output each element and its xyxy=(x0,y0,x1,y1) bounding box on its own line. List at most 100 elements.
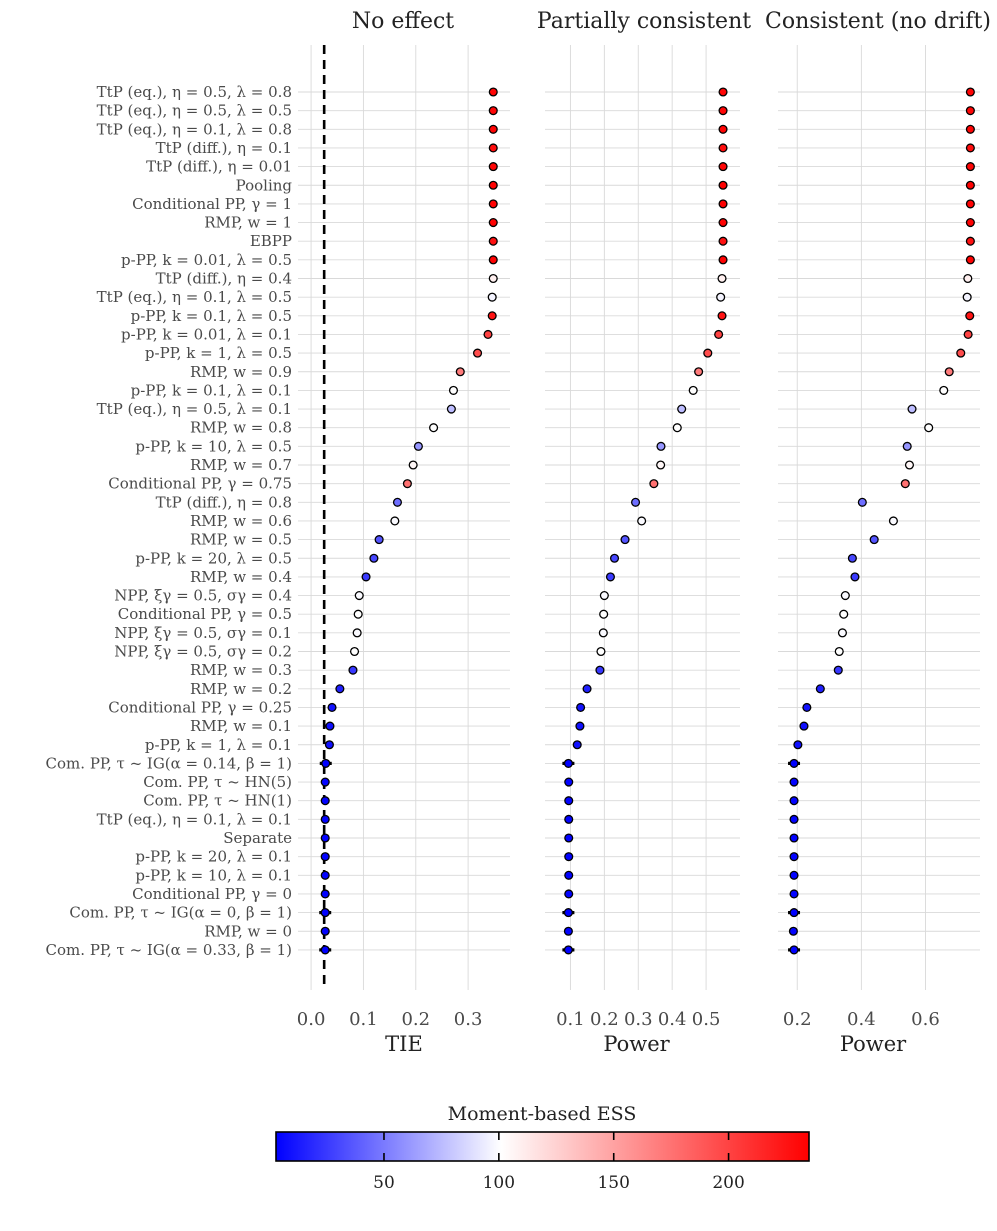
data-point xyxy=(656,460,666,470)
method-label: RMP, w = 0.8 xyxy=(190,419,292,437)
method-label: p-PP, k = 1, λ = 0.1 xyxy=(145,736,292,754)
data-point xyxy=(321,758,331,768)
method-label: RMP, w = 0.6 xyxy=(190,512,292,530)
data-point xyxy=(429,423,439,433)
data-point xyxy=(488,143,498,153)
data-point xyxy=(799,721,809,731)
data-point xyxy=(320,833,330,843)
method-label: TtP (diff.), η = 0.4 xyxy=(156,270,292,288)
data-point xyxy=(788,926,798,936)
data-point xyxy=(837,628,847,638)
method-label: p-PP, k = 0.01, λ = 0.5 xyxy=(121,251,292,269)
panel-no-effect: 0.0 0.1 0.2 0.3 TIE No effect xyxy=(297,9,510,1056)
data-point xyxy=(963,273,973,284)
data-point xyxy=(789,796,799,806)
data-point xyxy=(582,684,592,694)
data-point xyxy=(488,218,498,228)
data-point xyxy=(609,553,620,563)
data-point xyxy=(656,441,666,451)
data-point xyxy=(965,311,975,321)
method-label: p-PP, k = 10, λ = 0.1 xyxy=(135,866,292,884)
method-label: RMP, w = 0.1 xyxy=(190,717,292,735)
data-point xyxy=(488,106,498,116)
data-point xyxy=(488,162,498,172)
x-tick-label: 0.2 xyxy=(401,1009,430,1030)
method-label: TtP (eq.), η = 0.5, λ = 0.5 xyxy=(97,102,292,120)
method-label: Com. PP, τ ~ IG(α = 0.33, β = 1) xyxy=(46,941,292,959)
data-point xyxy=(789,833,799,843)
method-label: p-PP, k = 0.1, λ = 0.1 xyxy=(131,381,292,399)
data-point xyxy=(595,665,605,675)
method-label: Pooling xyxy=(236,176,293,194)
method-label: RMP, w = 0.9 xyxy=(190,363,292,381)
data-point xyxy=(833,665,843,675)
method-label: Com. PP, τ ~ HN(1) xyxy=(143,792,292,810)
data-point xyxy=(488,236,498,246)
data-point xyxy=(472,348,483,358)
data-point xyxy=(361,572,371,582)
x-tick-label: 0.4 xyxy=(658,1009,687,1030)
data-point xyxy=(965,162,975,172)
x-tick-label: 0.2 xyxy=(783,1009,812,1030)
data-point xyxy=(349,646,360,657)
data-point xyxy=(857,497,867,507)
data-point xyxy=(965,180,975,190)
data-point xyxy=(446,404,456,414)
data-point xyxy=(488,273,498,284)
data-point xyxy=(320,889,330,899)
panel-title: No effect xyxy=(352,9,454,34)
data-point xyxy=(850,572,860,582)
data-point xyxy=(575,721,585,731)
data-point xyxy=(564,796,574,806)
data-point xyxy=(963,329,973,340)
data-point xyxy=(324,740,334,750)
data-point xyxy=(564,870,574,880)
data-point xyxy=(649,479,659,489)
x-tick-label: 0.4 xyxy=(847,1009,876,1030)
data-point xyxy=(637,516,647,526)
data-point xyxy=(847,553,857,563)
data-point xyxy=(965,255,975,265)
method-label: Separate xyxy=(223,829,292,847)
panel-title: Consistent (no drift) xyxy=(765,9,991,34)
data-point xyxy=(939,385,949,395)
data-point xyxy=(327,702,337,712)
x-axis-label: Power xyxy=(603,1032,670,1056)
method-label: RMP, w = 0.2 xyxy=(190,680,292,698)
data-point xyxy=(718,199,728,209)
data-point xyxy=(563,758,573,768)
data-point xyxy=(320,777,330,787)
data-point xyxy=(718,87,728,97)
data-point xyxy=(834,646,844,657)
method-label: NPP, ξγ = 0.5, σγ = 0.4 xyxy=(114,587,292,605)
method-label: Conditional PP, γ = 0.25 xyxy=(108,698,292,716)
method-label: Conditional PP, γ = 0.75 xyxy=(108,475,292,493)
method-label: p-PP, k = 1, λ = 0.5 xyxy=(145,344,292,362)
method-label: RMP, w = 0.3 xyxy=(190,661,292,679)
data-point xyxy=(488,199,498,209)
x-tick-label: 0.1 xyxy=(349,1009,378,1030)
method-label: p-PP, k = 20, λ = 0.5 xyxy=(135,549,292,567)
data-point xyxy=(374,535,384,545)
data-point xyxy=(902,441,912,451)
x-axis-label: TIE xyxy=(385,1032,423,1056)
method-label: p-PP, k = 0.01, λ = 0.1 xyxy=(121,325,292,343)
data-point xyxy=(413,441,423,451)
data-point xyxy=(965,87,975,97)
data-point xyxy=(488,255,498,265)
method-label: Com. PP, τ ~ IG(α = 0.14, β = 1) xyxy=(46,754,292,772)
method-label: NPP, ξγ = 0.5, σγ = 0.2 xyxy=(114,643,292,661)
method-label: EBPP xyxy=(250,232,292,250)
data-point xyxy=(599,609,609,619)
data-point xyxy=(596,646,606,657)
colorbar-tick-label: 100 xyxy=(483,1173,515,1193)
x-tick-label: 0.2 xyxy=(590,1009,619,1030)
method-label: p-PP, k = 10, λ = 0.5 xyxy=(135,437,292,455)
data-point xyxy=(672,423,682,433)
data-point xyxy=(965,143,975,153)
method-label: TtP (diff.), η = 0.1 xyxy=(156,139,292,157)
data-point xyxy=(718,180,728,190)
data-point xyxy=(390,516,400,526)
method-label: NPP, ξγ = 0.5, σγ = 0.1 xyxy=(114,624,292,642)
data-point xyxy=(348,665,358,675)
